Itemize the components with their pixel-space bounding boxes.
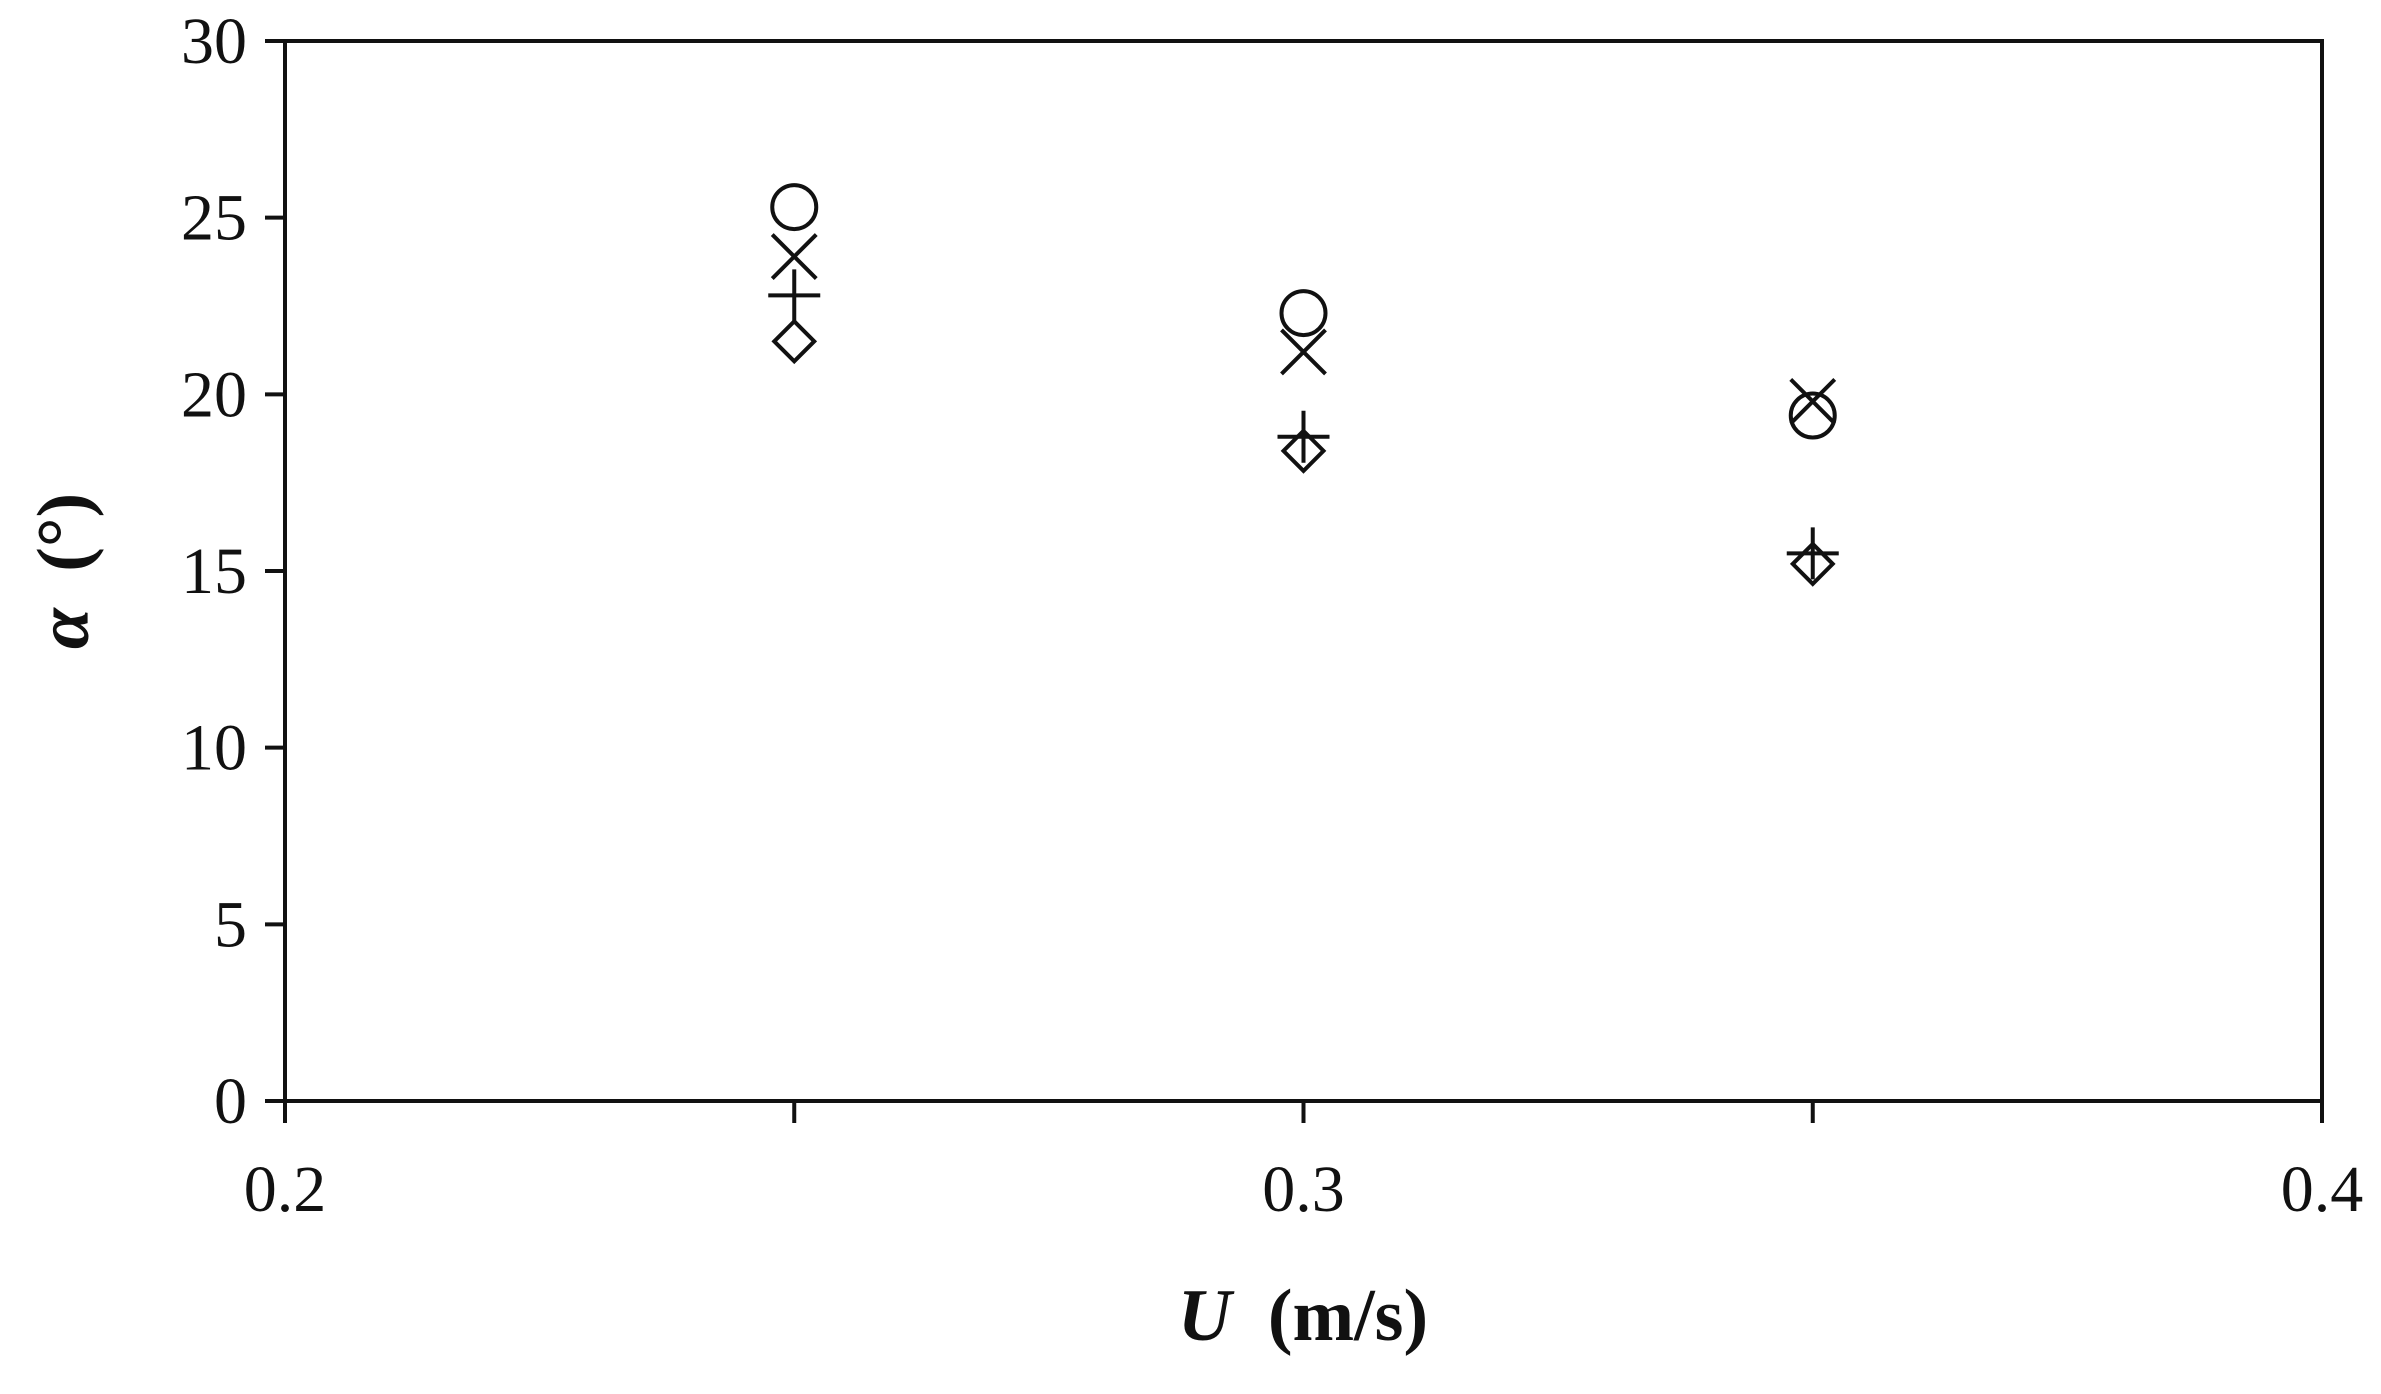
cross-marker-point <box>1280 328 1327 376</box>
cross-marker-point <box>770 233 818 280</box>
y-tick-label: 5 <box>214 888 247 961</box>
x-tick-label: 0.2 <box>244 1153 327 1226</box>
x-tick-label: 0.3 <box>1262 1153 1345 1226</box>
diamond-marker-point <box>771 318 818 365</box>
plot-area-frame <box>283 39 2324 1103</box>
cross-marker-point <box>1789 377 1837 425</box>
data-points <box>768 183 1839 587</box>
diamond-marker-point <box>1280 428 1327 474</box>
y-tick-label: 20 <box>181 358 247 431</box>
diamond-marker-point <box>1789 541 1836 587</box>
y-tick-label: 25 <box>181 182 247 255</box>
x-axis-title: U (m/s) <box>1178 1275 1428 1357</box>
plus-marker-point <box>1786 527 1839 580</box>
circle-marker-point <box>770 183 819 232</box>
y-axis-unit: (°) <box>23 493 105 572</box>
circle-marker-point <box>1279 289 1328 338</box>
plus-marker-point <box>768 269 821 322</box>
y-tick-label: 30 <box>181 5 247 78</box>
x-tick-label: 0.4 <box>2281 1153 2364 1226</box>
axis-ticks: 0 5 10 15 20 25 30 0.2 0.3 0.4 <box>181 5 2363 1226</box>
circle-marker-point <box>1788 391 1837 440</box>
y-tick-label: 15 <box>181 535 247 608</box>
x-axis-variable: U <box>1178 1275 1235 1357</box>
plus-marker-point <box>1277 410 1330 463</box>
y-axis-title: α (°) <box>23 493 105 649</box>
y-tick-label: 0 <box>214 1065 247 1138</box>
x-axis-unit: (m/s) <box>1268 1275 1428 1357</box>
y-axis-variable: α <box>23 607 105 649</box>
y-tick-label: 10 <box>181 712 247 785</box>
